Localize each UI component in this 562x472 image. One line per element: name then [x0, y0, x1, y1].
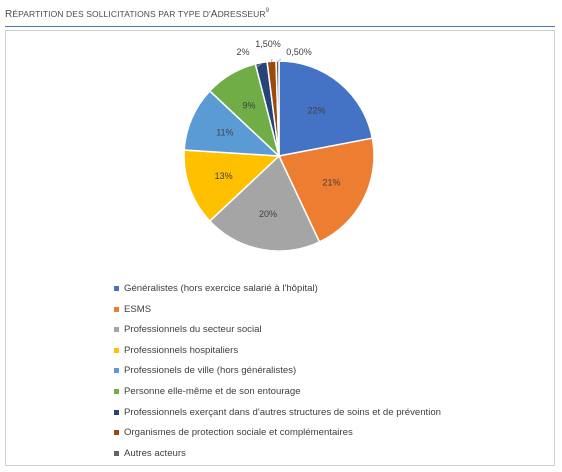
pie-slice [278, 60, 374, 157]
data-label: 22% [307, 106, 325, 116]
legend-item: Professionels de ville (hors généraliste… [114, 365, 534, 386]
legend-item: ESMS [114, 304, 534, 325]
legend-item: Généralistes (hors exercice salarié à l'… [114, 283, 534, 304]
pie-slice [208, 154, 321, 252]
data-label: 11% [216, 128, 233, 138]
data-label: 21% [322, 178, 340, 188]
legend-item: Professionnels exerçant dans d'autres st… [114, 407, 534, 428]
leader-line [271, 58, 273, 63]
legend-label: Autres acteurs [124, 447, 186, 459]
legend-label: Personne elle-même et de son entourage [124, 385, 301, 397]
data-label: 0,50% [286, 47, 312, 57]
data-label: 13% [215, 171, 233, 181]
leader-line [277, 58, 282, 63]
data-label: 9% [242, 100, 255, 110]
legend-swatch [114, 306, 119, 312]
legend-item: Organismes de protection sociale et comp… [114, 427, 534, 448]
data-label: 1,50% [255, 39, 281, 49]
legend-item: Professionnels du secteur social [114, 324, 534, 345]
pie-slice [277, 137, 375, 243]
legend-label: Généralistes (hors exercice salarié à l'… [124, 283, 318, 294]
legend-swatch [114, 430, 119, 436]
legend-label: Professionnels du secteur social [124, 324, 262, 336]
section-header: RÉPARTITION DES SOLLICITATIONS PAR TYPE … [5, 8, 555, 27]
legend-swatch [114, 368, 119, 374]
legend-label: Professionels de ville (hors généraliste… [124, 365, 297, 377]
legend-swatch [114, 347, 119, 353]
chart-container: 22% 21% 20% 13% 11% 9% 2% 1,50% 0,50% Généralist… [5, 30, 555, 466]
leader-line [256, 63, 262, 68]
legend-swatch [114, 327, 119, 333]
pie-slice [183, 89, 282, 157]
data-label: 2% [236, 47, 249, 57]
legend-swatch [114, 409, 119, 415]
pie-chart: 22% 21% 20% 13% 11% 9% 2% 1,50% 0,50% [183, 39, 375, 252]
legend-item: Autres acteurs [114, 448, 534, 469]
legend-swatch [114, 450, 119, 456]
chart-legend: Généralistes (hors exercice salarié à l'… [114, 283, 534, 468]
legend-swatch [114, 388, 119, 394]
data-label: 20% [259, 209, 277, 219]
legend-label: Professionnels hospitaliers [124, 344, 239, 356]
legend-item: Personne elle-même et de son entourage [114, 386, 534, 407]
section-title: RÉPARTITION DES SOLLICITATIONS PAR TYPE … [5, 8, 270, 20]
pie-slice [183, 149, 281, 223]
legend-item: Professionnels hospitaliers [114, 345, 534, 366]
legend-label: Professionnels exerçant dans d'autres st… [124, 406, 442, 418]
footnote-marker: 9 [265, 8, 270, 15]
legend-label: ESMS [124, 303, 152, 315]
legend-label: Organismes de protection sociale et comp… [124, 427, 353, 439]
legend-swatch [114, 286, 119, 291]
